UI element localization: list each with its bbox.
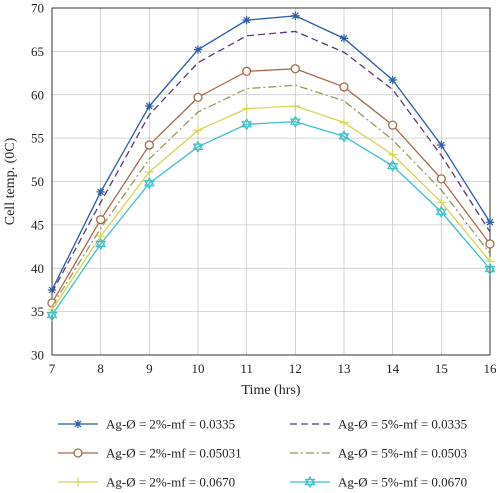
y-tick-label: 30 [31,348,44,363]
x-tick-label: 10 [192,361,205,376]
data-point [46,308,58,322]
series-1 [47,11,495,295]
legend: Ag-Ø = 2%-mf = 0.0335 Ag-Ø = 5%-mf = 0.03… [58,417,467,490]
data-point [144,167,154,177]
legend-label: Ag-Ø = 2%-mf = 0.0670 [106,475,235,490]
plot-frame [51,7,491,356]
data-point [290,64,300,74]
data-point [242,66,252,76]
series-2 [51,30,491,293]
data-point [388,75,397,85]
data-point [193,92,203,103]
series-6 [46,115,496,322]
y-tick-label: 45 [31,217,44,232]
series-line [51,120,491,316]
data-point [387,159,399,173]
data-point [485,239,495,249]
data-point [291,11,300,21]
data-point [484,262,496,276]
data-point [193,125,203,135]
data-point [304,475,316,489]
data-point [485,218,495,227]
data-point [96,215,106,225]
data-point [145,101,154,111]
legend-item: Ag-Ø = 2%-mf = 0.0335 [58,417,235,432]
data-point [242,104,252,114]
series-line [51,105,491,311]
data-point [193,45,203,54]
data-point [339,82,349,92]
grid [51,7,491,356]
x-axis-title: Time (hrs) [242,383,301,398]
data-point [192,140,204,154]
data-point [437,140,446,150]
legend-label: Ag-Ø = 2%-mf = 0.05031 [106,446,242,461]
legend-item: Ag-Ø = 2%-mf = 0.0670 [58,475,235,490]
y-tick-label: 65 [31,44,44,59]
data-point [242,15,251,25]
legend-label: Ag-Ø = 5%-mf = 0.0335 [338,417,467,432]
legend-item: Ag-Ø = 2%-mf = 0.05031 [58,446,242,461]
series-4 [51,84,491,307]
data-point [241,117,253,131]
data-point [388,120,398,130]
x-tick-label: 12 [289,361,302,376]
y-tick-label: 70 [31,1,44,16]
series-line [51,15,491,291]
data-point [289,115,301,128]
x-tick-label: 9 [146,361,153,376]
data-point [339,118,349,128]
data-point [388,150,398,160]
data-point [339,34,349,43]
y-tick-labels: 30 35 40 45 50 55 60 65 70 [31,1,44,363]
x-tick-label: 14 [386,361,400,376]
data-point [338,130,350,143]
x-tick-label: 11 [240,361,253,376]
data-point [436,197,446,207]
data-point [290,101,300,111]
y-tick-label: 40 [31,261,44,276]
series-line [51,84,491,307]
x-tick-label: 7 [49,361,56,376]
data-point [143,176,155,190]
x-tick-label: 16 [484,361,498,376]
data-point [435,205,447,219]
data-point [95,237,107,251]
data-point [73,448,83,458]
legend-item: Ag-Ø = 5%-mf = 0.0670 [290,475,467,490]
legend-label: Ag-Ø = 5%-mf = 0.0503 [338,446,467,461]
series-3 [47,64,495,308]
y-tick-label: 35 [31,304,44,319]
series-line [51,68,491,304]
x-tick-label: 13 [338,361,351,376]
y-tick-label: 60 [31,87,44,102]
legend-label: Ag-Ø = 2%-mf = 0.0335 [106,417,235,432]
legend-label: Ag-Ø = 5%-mf = 0.0670 [338,475,467,490]
x-tick-label: 8 [97,361,104,376]
data-point [436,174,446,184]
series-line [51,30,491,293]
data-point [73,477,83,487]
legend-item: Ag-Ø = 5%-mf = 0.0335 [290,417,467,432]
y-tick-label: 55 [31,131,44,146]
data-point [73,419,83,429]
x-tick-label: 15 [435,361,448,376]
legend-item: Ag-Ø = 5%-mf = 0.0503 [290,446,467,461]
data-point [96,187,105,197]
y-tick-label: 50 [31,174,44,189]
x-tick-labels: 7 8 9 10 11 12 13 14 15 16 [49,361,497,376]
data-point [144,140,154,150]
series-layer [46,11,496,322]
y-axis-title: Cell temp. (0C) [3,137,18,225]
